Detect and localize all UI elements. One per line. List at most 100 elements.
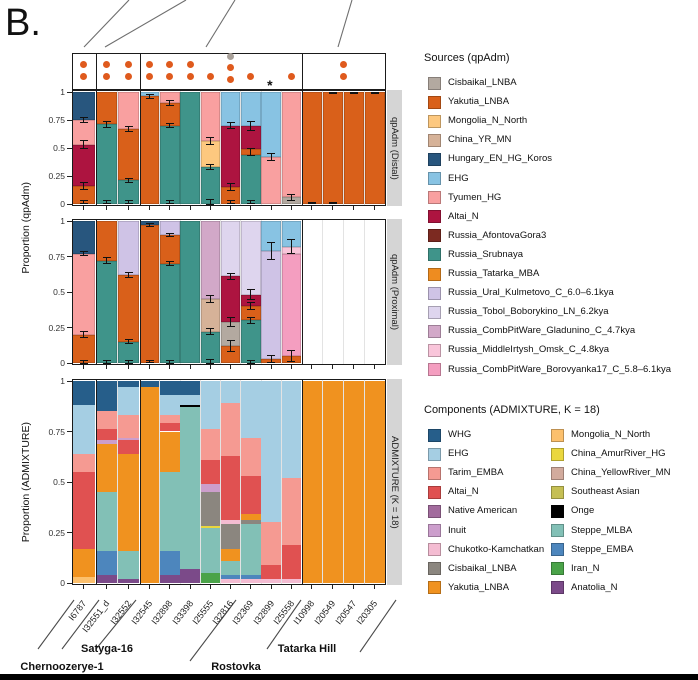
x-tick [189,206,191,210]
error-bar-cap [206,203,215,205]
legend-sources-item-swatch [428,95,441,109]
bar-segment [117,221,140,275]
panel-gridline [220,220,221,364]
error-bar-cap [206,137,215,139]
bar-segment [180,381,200,396]
bar-segment [160,574,180,583]
legend-components-item-label: Native American [448,505,518,517]
site-label: Satyga-16 [81,643,133,655]
bar-segment [364,381,385,583]
legend-sources-item-swatch [428,286,441,300]
bar-segment [160,221,180,236]
y-tick-label: 0.75 [48,251,65,262]
x-tick [209,585,211,589]
y-tick [67,431,72,432]
error-bar-cap [246,317,255,319]
panel-gridline [159,380,161,584]
panel-gridline [179,91,181,205]
error-bar-cap [206,144,215,146]
bar-segment [117,437,140,440]
panel-cell-admixture [301,379,386,585]
error-bar [83,117,85,123]
error-bar [83,182,85,190]
error-bar-cap [246,362,255,364]
x-tick [149,585,151,589]
error-bar-cap [165,232,174,234]
error-bar-cap [246,299,255,301]
y-tick-label: 0.5 [53,477,65,487]
error-bar [128,360,129,363]
panel-cell-distal [139,90,303,206]
facet-strip-proximal: qpAdm (Proximal) [387,219,402,365]
significance-dot [227,63,235,71]
legend-components-item-label: WHG [448,429,472,440]
error-bar-cap [267,354,276,356]
bar-segment [95,124,118,204]
error-bar [230,200,232,204]
error-bar-cap [226,199,235,201]
bar-segment [160,395,180,416]
y-axis-title-qpadm: Proportion (qpAdm) [20,181,32,274]
panel-gridline [240,380,242,584]
error-bar [128,200,129,204]
x-tick [106,365,107,369]
panel-gridline [220,380,221,584]
panel-connector-line [337,0,353,48]
legend-components-item-swatch [428,504,441,518]
panel-gridline [280,220,282,364]
error-bar [106,121,107,128]
significance-dot [166,72,174,80]
error-bar [230,273,232,280]
error-bar-cap [287,199,296,201]
error-bar-cap [226,351,235,353]
bar-segment [117,274,140,342]
y-tick [67,291,72,293]
error-bar [290,350,292,362]
site-leader-line [61,599,100,650]
bar-segment [72,186,96,204]
bar-segment [72,253,96,335]
legend-components-item-swatch [428,447,441,461]
error-bar [169,360,171,363]
error-bar [250,289,252,300]
panel-gridline [240,220,242,364]
bar-segment [281,221,302,247]
bar-segment [241,320,261,363]
y-tick-label: 1 [60,216,65,226]
error-bar [270,355,272,363]
error-bar-cap [124,271,133,273]
legend-components-item-label: China_YellowRiver_MN [571,467,671,479]
x-tick [128,365,129,369]
site-leader-line [37,599,75,650]
legend-components-item-swatch [428,562,441,576]
significance-dot [206,72,214,80]
panel-gridline [117,91,118,205]
significance-dot [287,72,295,80]
bar-segment [117,341,140,363]
legend-sources-item-swatch [428,343,441,357]
panel-gridline [363,220,365,364]
error-bar-cap [124,339,133,341]
legend-components-item-swatch [428,543,441,557]
x-tick [209,206,211,210]
error-bar-cap [124,125,133,127]
error-bar-cap [102,362,111,364]
bar-segment [200,331,221,363]
error-bar [169,233,171,237]
panel-gridline [280,91,282,205]
legend-components-item-swatch [428,428,441,442]
error-bar [290,194,292,201]
significance-dot [80,72,88,80]
bar-segment [261,381,281,523]
error-bar-cap [267,361,276,363]
panel-cell-proximal [95,219,141,365]
legend-sources-item-label: Tyumen_HG [448,191,502,203]
significance-dot [227,75,235,83]
panel-gridline [199,220,201,364]
bar-segment [220,520,241,525]
panel-gridline [260,380,262,584]
panel-cell-admixture [139,379,303,585]
x-tick [83,585,85,589]
legend-sources-item-swatch [428,191,441,205]
x-tick [290,585,292,589]
